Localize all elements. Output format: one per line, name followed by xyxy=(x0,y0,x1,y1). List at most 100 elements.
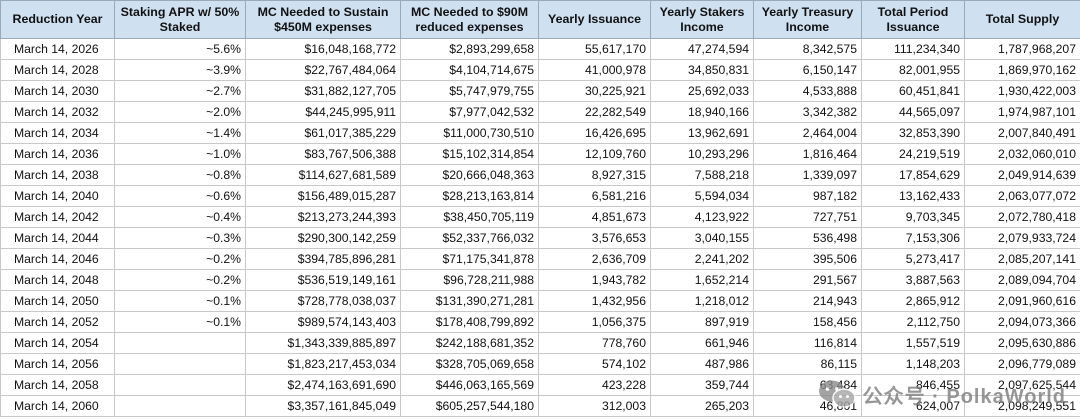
table-cell: $2,474,163,691,690 xyxy=(245,374,401,396)
table-cell: 7,153,306 xyxy=(861,227,965,249)
table-cell: 4,533,888 xyxy=(753,80,862,102)
table-cell: ~1.0% xyxy=(114,143,246,165)
table-cell: 2,091,960,616 xyxy=(964,290,1080,312)
table-cell: 44,565,097 xyxy=(861,101,965,123)
table-cell: March 14, 2030 xyxy=(0,80,115,102)
table-cell: March 14, 2036 xyxy=(0,143,115,165)
table-cell: 2,097,625,544 xyxy=(964,374,1080,396)
table-cell: 2,098,249,551 xyxy=(964,395,1080,417)
table-cell: $605,257,544,180 xyxy=(400,395,539,417)
table-cell: 574,102 xyxy=(538,353,651,375)
table-row: March 14, 2054 $1,343,339,885,897 $242,188… xyxy=(0,332,1080,354)
table-cell: 55,617,170 xyxy=(538,38,651,60)
table-cell: $394,785,896,281 xyxy=(245,248,401,270)
table-cell: 111,234,340 xyxy=(861,38,965,60)
table-cell: ~0.8% xyxy=(114,164,246,186)
table-cell: 1,652,214 xyxy=(650,269,754,291)
column-header: Staking APR w/ 50% Staked xyxy=(114,0,246,39)
table-cell: March 14, 2058 xyxy=(0,374,115,396)
table-row: March 14, 2036 ~1.0% $83,767,506,388 $15,10… xyxy=(0,143,1080,165)
table-cell: 1,056,375 xyxy=(538,311,651,333)
table-cell: $31,882,127,705 xyxy=(245,80,401,102)
table-cell: 624,007 xyxy=(861,395,965,417)
table-cell: 1,974,987,101 xyxy=(964,101,1080,123)
table-cell: ~0.3% xyxy=(114,227,246,249)
table-cell: 1,787,968,207 xyxy=(964,38,1080,60)
table-cell: $290,300,142,259 xyxy=(245,227,401,249)
table-cell: 1,930,422,003 xyxy=(964,80,1080,102)
table-cell: $1,343,339,885,897 xyxy=(245,332,401,354)
table-cell: $15,102,314,854 xyxy=(400,143,539,165)
table-row: March 14, 2030 ~2.7% $31,882,127,705 $5,747… xyxy=(0,80,1080,102)
table-cell: March 14, 2040 xyxy=(0,185,115,207)
column-header: MC Needed to Sustain $450M expenses xyxy=(245,0,401,39)
table-cell: 2,007,840,491 xyxy=(964,122,1080,144)
table-cell: 2,032,060,010 xyxy=(964,143,1080,165)
table-cell: $131,390,271,281 xyxy=(400,290,539,312)
table-cell: 1,339,097 xyxy=(753,164,862,186)
column-header: Total Supply xyxy=(964,0,1080,39)
table-cell: 8,342,575 xyxy=(753,38,862,60)
column-header: Yearly Stakers Income xyxy=(650,0,754,39)
table-cell: $1,823,217,453,034 xyxy=(245,353,401,375)
table-cell: 86,115 xyxy=(753,353,862,375)
column-header: Total Period Issuance xyxy=(861,0,965,39)
table-cell: $22,767,484,064 xyxy=(245,59,401,81)
table-cell: 6,581,216 xyxy=(538,185,651,207)
table-cell: ~1.4% xyxy=(114,122,246,144)
table-cell: 661,946 xyxy=(650,332,754,354)
table-cell: 25,692,033 xyxy=(650,80,754,102)
table-row: March 14, 2040 ~0.6% $156,489,015,287 $28,2… xyxy=(0,185,1080,207)
table-cell: 5,273,417 xyxy=(861,248,965,270)
table-cell: $728,778,038,037 xyxy=(245,290,401,312)
table-cell: ~5.6% xyxy=(114,38,246,60)
table-cell: 846,455 xyxy=(861,374,965,396)
table-cell: ~0.2% xyxy=(114,248,246,270)
table-cell: $7,977,042,532 xyxy=(400,101,539,123)
table-cell: $38,450,705,119 xyxy=(400,206,539,228)
table-cell: 8,927,315 xyxy=(538,164,651,186)
table-cell: $52,337,766,032 xyxy=(400,227,539,249)
table-cell: 2,095,630,886 xyxy=(964,332,1080,354)
table-row: March 14, 2042 ~0.4% $213,273,244,393 $38,4… xyxy=(0,206,1080,228)
table-cell: $5,747,979,755 xyxy=(400,80,539,102)
table-cell: 34,850,831 xyxy=(650,59,754,81)
table-cell: 2,464,004 xyxy=(753,122,862,144)
table-cell: $16,048,168,772 xyxy=(245,38,401,60)
table-cell: 727,751 xyxy=(753,206,862,228)
table-cell: 423,228 xyxy=(538,374,651,396)
table-cell: ~0.2% xyxy=(114,269,246,291)
table-cell: $44,245,995,911 xyxy=(245,101,401,123)
table-cell: $28,213,163,814 xyxy=(400,185,539,207)
table-cell: ~0.4% xyxy=(114,206,246,228)
table-cell: 9,703,345 xyxy=(861,206,965,228)
table-cell: March 14, 2038 xyxy=(0,164,115,186)
table-cell: March 14, 2028 xyxy=(0,59,115,81)
table-cell: 265,203 xyxy=(650,395,754,417)
table-cell: March 14, 2032 xyxy=(0,101,115,123)
table-cell: March 14, 2042 xyxy=(0,206,115,228)
table-cell: March 14, 2044 xyxy=(0,227,115,249)
table-cell: 46,801 xyxy=(753,395,862,417)
table-row: March 14, 2048 ~0.2% $536,519,149,161 $96,7… xyxy=(0,269,1080,291)
table-cell: March 14, 2048 xyxy=(0,269,115,291)
table-cell: 2,636,709 xyxy=(538,248,651,270)
table-cell: $4,104,714,675 xyxy=(400,59,539,81)
table-row: March 14, 2034 ~1.4% $61,017,385,229 $11,00… xyxy=(0,122,1080,144)
table-cell xyxy=(114,332,246,354)
table-cell: 32,853,390 xyxy=(861,122,965,144)
table-cell: 10,293,296 xyxy=(650,143,754,165)
table-cell: 5,594,034 xyxy=(650,185,754,207)
table-cell: 16,426,695 xyxy=(538,122,651,144)
table-cell: 2,865,912 xyxy=(861,290,965,312)
table-cell: $536,519,149,161 xyxy=(245,269,401,291)
table-cell: 897,919 xyxy=(650,311,754,333)
table-cell: 30,225,921 xyxy=(538,80,651,102)
table-cell: $213,273,244,393 xyxy=(245,206,401,228)
table-cell: 1,869,970,162 xyxy=(964,59,1080,81)
table-cell: 487,986 xyxy=(650,353,754,375)
table-cell: 359,744 xyxy=(650,374,754,396)
table-cell: 2,049,914,639 xyxy=(964,164,1080,186)
table-cell: 2,079,933,724 xyxy=(964,227,1080,249)
table-cell: $61,017,385,229 xyxy=(245,122,401,144)
